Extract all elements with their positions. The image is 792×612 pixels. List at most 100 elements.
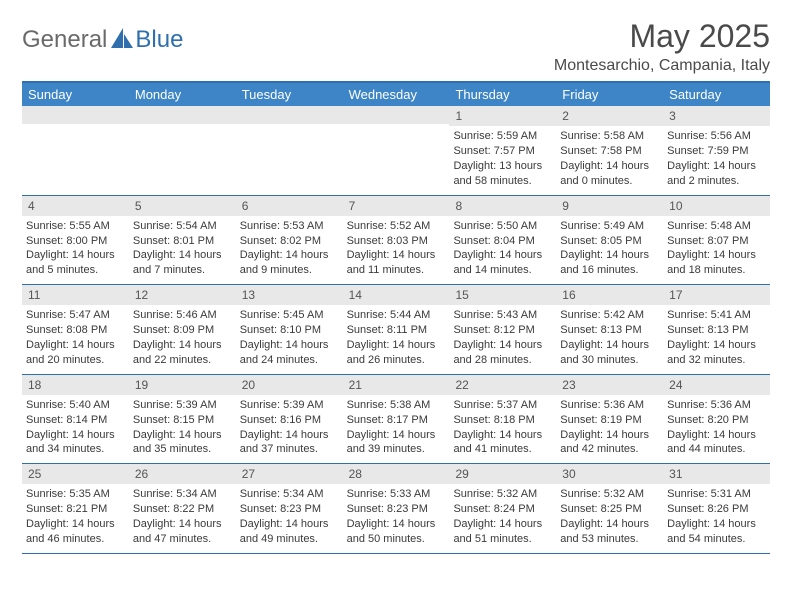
day-number: 29: [449, 464, 556, 484]
sunrise-text: Sunrise: 5:53 AM: [240, 219, 339, 234]
sunrise-text: Sunrise: 5:59 AM: [453, 129, 552, 144]
day-number: 1: [449, 106, 556, 126]
day-cell: 22Sunrise: 5:37 AMSunset: 8:18 PMDayligh…: [449, 375, 556, 464]
sunset-text: Sunset: 8:05 PM: [560, 234, 659, 249]
sunset-text: Sunset: 8:25 PM: [560, 502, 659, 517]
sunset-text: Sunset: 8:18 PM: [453, 413, 552, 428]
daylight-text: Daylight: 14 hours and 41 minutes.: [453, 428, 552, 458]
daylight-text: Daylight: 14 hours and 54 minutes.: [667, 517, 766, 547]
day-number: [343, 106, 450, 124]
day-cell: 29Sunrise: 5:32 AMSunset: 8:24 PMDayligh…: [449, 464, 556, 553]
sunrise-text: Sunrise: 5:36 AM: [667, 398, 766, 413]
sunrise-text: Sunrise: 5:52 AM: [347, 219, 446, 234]
sunrise-text: Sunrise: 5:49 AM: [560, 219, 659, 234]
sunset-text: Sunset: 8:14 PM: [26, 413, 125, 428]
sunrise-text: Sunrise: 5:31 AM: [667, 487, 766, 502]
sunset-text: Sunset: 8:23 PM: [347, 502, 446, 517]
day-cell: 8Sunrise: 5:50 AMSunset: 8:04 PMDaylight…: [449, 196, 556, 285]
day-cell: 25Sunrise: 5:35 AMSunset: 8:21 PMDayligh…: [22, 464, 129, 553]
daylight-text: Daylight: 13 hours and 58 minutes.: [453, 159, 552, 189]
day-cell: 24 Sunrise: 5:36 AMSunset: 8:20 PMDayligh…: [663, 375, 770, 464]
weekday-header-row: Sunday Monday Tuesday Wednesday Thursday…: [22, 83, 770, 106]
sunset-text: Sunset: 8:09 PM: [133, 323, 232, 338]
week-row: 1Sunrise: 5:59 AMSunset: 7:57 PMDaylight…: [22, 106, 770, 196]
sunset-text: Sunset: 8:24 PM: [453, 502, 552, 517]
sunset-text: Sunset: 8:16 PM: [240, 413, 339, 428]
day-number: 15: [449, 285, 556, 305]
sunrise-text: Sunrise: 5:50 AM: [453, 219, 552, 234]
weekday-header: Wednesday: [343, 83, 450, 106]
sunrise-text: Sunrise: 5:35 AM: [26, 487, 125, 502]
day-number: 30: [556, 464, 663, 484]
sunset-text: Sunset: 8:17 PM: [347, 413, 446, 428]
daylight-text: Daylight: 14 hours and 44 minutes.: [667, 428, 766, 458]
day-cell: 1Sunrise: 5:59 AMSunset: 7:57 PMDaylight…: [449, 106, 556, 195]
daylight-text: Daylight: 14 hours and 37 minutes.: [240, 428, 339, 458]
weekday-header: Friday: [556, 83, 663, 106]
day-number: 12: [129, 285, 236, 305]
day-cell: 30Sunrise: 5:32 AMSunset: 8:25 PMDayligh…: [556, 464, 663, 553]
day-cell: 13Sunrise: 5:45 AMSunset: 8:10 PMDayligh…: [236, 285, 343, 374]
day-number: 27: [236, 464, 343, 484]
sunset-text: Sunset: 8:20 PM: [667, 413, 766, 428]
sunrise-text: Sunrise: 5:47 AM: [26, 308, 125, 323]
weekday-header: Saturday: [663, 83, 770, 106]
location: Montesarchio, Campania, Italy: [554, 57, 770, 75]
calendar: Sunday Monday Tuesday Wednesday Thursday…: [22, 81, 770, 554]
daylight-text: Daylight: 14 hours and 32 minutes.: [667, 338, 766, 368]
day-cell: 21Sunrise: 5:38 AMSunset: 8:17 PMDayligh…: [343, 375, 450, 464]
day-number: 10: [663, 196, 770, 216]
sunrise-text: Sunrise: 5:38 AM: [347, 398, 446, 413]
day-number: 20: [236, 375, 343, 395]
day-number: [236, 106, 343, 124]
title-block: May 2025 Montesarchio, Campania, Italy: [554, 18, 770, 75]
day-cell: 31Sunrise: 5:31 AMSunset: 8:26 PMDayligh…: [663, 464, 770, 553]
week-row: 25Sunrise: 5:35 AMSunset: 8:21 PMDayligh…: [22, 464, 770, 554]
week-row: 4Sunrise: 5:55 AMSunset: 8:00 PMDaylight…: [22, 196, 770, 286]
logo-text-general: General: [22, 26, 107, 54]
sunset-text: Sunset: 8:00 PM: [26, 234, 125, 249]
day-number: 28: [343, 464, 450, 484]
logo: General Blue: [22, 26, 183, 54]
day-cell: 15Sunrise: 5:43 AMSunset: 8:12 PMDayligh…: [449, 285, 556, 374]
sunrise-text: Sunrise: 5:33 AM: [347, 487, 446, 502]
day-number: 11: [22, 285, 129, 305]
day-number: 2: [556, 106, 663, 126]
sunrise-text: Sunrise: 5:45 AM: [240, 308, 339, 323]
day-cell: 4Sunrise: 5:55 AMSunset: 8:00 PMDaylight…: [22, 196, 129, 285]
daylight-text: Daylight: 14 hours and 9 minutes.: [240, 248, 339, 278]
day-cell: 5Sunrise: 5:54 AMSunset: 8:01 PMDaylight…: [129, 196, 236, 285]
day-cell: 7Sunrise: 5:52 AMSunset: 8:03 PMDaylight…: [343, 196, 450, 285]
day-number: 5: [129, 196, 236, 216]
sunrise-text: Sunrise: 5:48 AM: [667, 219, 766, 234]
daylight-text: Daylight: 14 hours and 26 minutes.: [347, 338, 446, 368]
sunrise-text: Sunrise: 5:39 AM: [133, 398, 232, 413]
daylight-text: Daylight: 14 hours and 51 minutes.: [453, 517, 552, 547]
week-row: 18Sunrise: 5:40 AMSunset: 8:14 PMDayligh…: [22, 375, 770, 465]
logo-sail-icon: [111, 28, 133, 53]
day-cell: 27Sunrise: 5:34 AMSunset: 8:23 PMDayligh…: [236, 464, 343, 553]
daylight-text: Daylight: 14 hours and 5 minutes.: [26, 248, 125, 278]
sunrise-text: Sunrise: 5:36 AM: [560, 398, 659, 413]
day-cell: 23Sunrise: 5:36 AMSunset: 8:19 PMDayligh…: [556, 375, 663, 464]
daylight-text: Daylight: 14 hours and 34 minutes.: [26, 428, 125, 458]
day-cell: 10Sunrise: 5:48 AMSunset: 8:07 PMDayligh…: [663, 196, 770, 285]
weekday-header: Monday: [129, 83, 236, 106]
sunset-text: Sunset: 8:15 PM: [133, 413, 232, 428]
sunrise-text: Sunrise: 5:56 AM: [667, 129, 766, 144]
daylight-text: Daylight: 14 hours and 49 minutes.: [240, 517, 339, 547]
sunrise-text: Sunrise: 5:42 AM: [560, 308, 659, 323]
day-number: 4: [22, 196, 129, 216]
day-number: 24: [663, 375, 770, 395]
logo-text-blue: Blue: [135, 26, 183, 54]
sunset-text: Sunset: 8:22 PM: [133, 502, 232, 517]
day-cell: 12Sunrise: 5:46 AMSunset: 8:09 PMDayligh…: [129, 285, 236, 374]
sunrise-text: Sunrise: 5:46 AM: [133, 308, 232, 323]
day-cell: 14Sunrise: 5:44 AMSunset: 8:11 PMDayligh…: [343, 285, 450, 374]
sunrise-text: Sunrise: 5:54 AM: [133, 219, 232, 234]
day-number: 22: [449, 375, 556, 395]
day-number: 17: [663, 285, 770, 305]
sunset-text: Sunset: 8:03 PM: [347, 234, 446, 249]
sunset-text: Sunset: 8:08 PM: [26, 323, 125, 338]
day-cell: 28Sunrise: 5:33 AMSunset: 8:23 PMDayligh…: [343, 464, 450, 553]
